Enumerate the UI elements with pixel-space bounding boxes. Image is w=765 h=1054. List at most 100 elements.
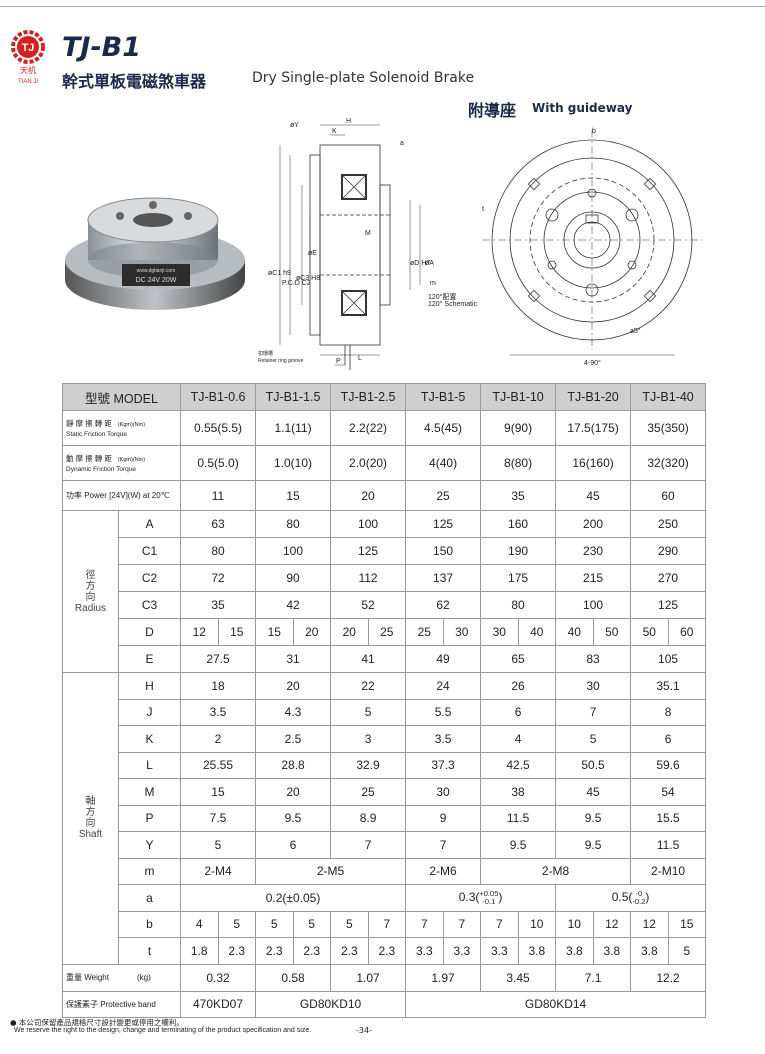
bolt-hole	[625, 208, 639, 222]
value-cell: 25.55	[179, 751, 257, 779]
split-cell: 5	[330, 910, 369, 938]
footer-note-en: We reserve the right to the design, chan…	[14, 1027, 312, 1034]
table-row: P 7.5 9.5 8.9 9 11.5 9.5 15.5	[63, 804, 707, 832]
value-cell: 9.5	[555, 804, 632, 832]
coil	[341, 290, 367, 316]
split-cell: 7	[442, 910, 482, 938]
value-cell: 35	[179, 591, 257, 619]
param-label: a	[118, 884, 181, 912]
value-cell: 2.5	[255, 725, 332, 753]
table-row: t 1.8 2.3 2.3 2.3 2.3 2.3 3.3 3.3 3.3 3.8 3.8 3.8 3.8…	[63, 937, 707, 965]
value-cell: 35.1	[630, 672, 707, 700]
screw-hole	[627, 260, 637, 270]
value-cell: 4(40)	[405, 445, 482, 481]
value-cell: 1.07	[330, 963, 407, 992]
tolerance-base: 0.5(	[611, 889, 633, 904]
value-cell: 125	[630, 591, 707, 619]
value-cell: 1.97	[405, 963, 482, 992]
param-label: t	[118, 937, 181, 965]
value-cell: 175	[480, 564, 557, 592]
split-cell: 30	[442, 618, 482, 646]
split-cell: 3.8	[630, 937, 669, 965]
split-cell: 7	[405, 910, 444, 938]
coil-x	[341, 174, 367, 200]
param-label: K	[118, 725, 181, 753]
value-cell: 230	[555, 537, 632, 565]
subtitle-en: With guideway	[532, 101, 633, 115]
value-cell: 7.5	[179, 804, 257, 832]
split-cell: 2.3	[217, 937, 257, 965]
table-row: 型號 MODEL TJ-B1-0.6 TJ-B1-1.5 TJ-B1-2.5 TJ-B1…	[62, 383, 707, 411]
param-label: b	[118, 910, 181, 938]
dim-lines	[279, 145, 421, 345]
model-label: 型號 MODEL	[62, 383, 181, 411]
tolerance-upper: +0.05	[479, 888, 499, 898]
split-cell: 2.3	[330, 937, 369, 965]
value-cell: 45	[555, 778, 632, 806]
param-label: A	[118, 510, 181, 538]
torque-unit: (Kgm)(Nm)	[117, 457, 146, 463]
split-cell: 2.3	[367, 937, 407, 965]
value-cell: 125	[330, 537, 407, 565]
value-cell: 32.9	[330, 751, 407, 779]
group-cn: 徑方向	[85, 569, 96, 603]
param-label: E	[118, 645, 181, 673]
split-cell: 25	[405, 618, 444, 646]
torque-label: 動 摩 擦 轉 距 (Kgm)(Nm) Dynamic Friction Torqu…	[62, 445, 181, 481]
bolt-hole	[545, 208, 559, 222]
value-cell: 5	[555, 725, 632, 753]
dimension-label: 120° Schematic	[428, 300, 478, 308]
value-cell: 4	[480, 725, 557, 753]
param-label: m	[118, 857, 181, 885]
split-cell: 10	[517, 910, 557, 938]
split-cell: 60	[667, 618, 707, 646]
param-label: L	[118, 751, 181, 779]
dimension-label: øC3 H8	[296, 275, 320, 282]
coil-x	[341, 290, 367, 316]
photo-hole	[184, 212, 192, 220]
value-cell: 5	[330, 698, 407, 726]
value-cell: 63	[179, 510, 257, 538]
dimension-label: Retainer ring groove	[258, 358, 304, 364]
split-cell: 20	[292, 618, 332, 646]
value-cell: 8.9	[330, 804, 407, 832]
dim-lines	[320, 124, 380, 366]
dimension-label: øD H7	[410, 260, 430, 267]
split-cell: 5	[255, 910, 294, 938]
weight-text: 重量 Weight	[66, 973, 109, 982]
dimension-label: øC1 h9	[268, 270, 291, 277]
value-cell: 15.5	[630, 804, 707, 832]
table-row: 動 摩 擦 轉 距 (Kgm)(Nm) Dynamic Friction Torqu…	[62, 445, 707, 481]
torque-label: 靜 摩 擦 轉 距 (Kgm)(Nm) Static Friction Torque	[62, 410, 181, 446]
param-label: M	[118, 778, 181, 806]
model-name: TJ-B1-2.5	[330, 383, 407, 411]
tolerance-base: 0.3(	[458, 889, 480, 904]
value-cell: 3.45	[480, 963, 557, 992]
split-cell: 40	[555, 618, 594, 646]
value-cell: 160	[480, 510, 557, 538]
weight-unit: (kg)	[136, 973, 151, 982]
value-cell: 4.5(45)	[405, 410, 482, 446]
split-cell: 15	[667, 910, 707, 938]
value-cell: 26	[480, 672, 557, 700]
value-cell: 24	[405, 672, 482, 700]
corner-mark	[643, 289, 657, 303]
tolerance: +0.05 -0.1	[479, 888, 499, 906]
value-cell: 27.5	[179, 645, 257, 673]
value-cell: 9.5	[255, 804, 332, 832]
model-name: TJ-B1-10	[480, 383, 557, 411]
value-cell: 80	[480, 591, 557, 619]
split-cell: 7	[480, 910, 519, 938]
table-row: 徑方向 Radius A 63 80 100 125 160 200 250	[62, 510, 707, 673]
table-row: M 15 20 25 30 38 45 54	[63, 778, 707, 806]
value-cell: GD80KD14	[405, 990, 707, 1018]
torque-cn: 動 摩 擦 轉 距	[66, 454, 112, 463]
tolerance-close: )	[498, 889, 503, 904]
dimension-label: L	[358, 355, 362, 362]
dimension-label: P.C.D C2	[282, 280, 311, 287]
brand-cn: 天机	[20, 65, 36, 75]
tolerance-close: )	[645, 889, 650, 904]
table-row: 靜 摩 擦 轉 距 (Kgm)(Nm) Static Friction Torque…	[62, 410, 707, 446]
value-cell: 112	[330, 564, 407, 592]
weight-label: 重量 Weight (kg)	[62, 963, 181, 992]
